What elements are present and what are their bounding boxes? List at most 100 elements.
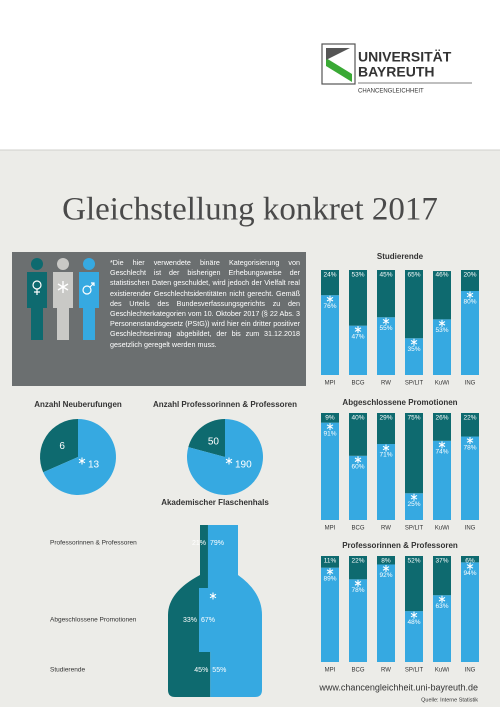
bar-segment — [405, 556, 423, 612]
data-label: 6% — [465, 558, 475, 565]
pie-slice — [43, 419, 116, 495]
bottle — [168, 525, 262, 697]
bar-segment — [377, 564, 395, 662]
data-label: 45% — [379, 272, 392, 279]
asterisk — [326, 295, 334, 303]
bar-segment — [349, 413, 367, 456]
data-label: 25% — [407, 501, 420, 508]
x-tick-label: KuWi — [435, 668, 449, 674]
data-label: 94% — [463, 570, 476, 577]
page-title: Gleichstellung konkret 2017 — [62, 192, 438, 228]
data-label: 50 — [208, 437, 220, 448]
asterisk — [410, 611, 418, 619]
data-label: 65% — [407, 272, 420, 279]
x-tick-label: MPI — [325, 526, 336, 532]
data-label: 45% — [194, 667, 208, 674]
asterisk — [382, 564, 390, 572]
data-label: 8% — [381, 558, 391, 565]
data-label: 6 — [59, 441, 65, 452]
x-tick-label: KuWi — [435, 526, 449, 532]
pie-slice — [187, 419, 264, 495]
asterisk — [209, 592, 217, 600]
bar-segment — [349, 325, 367, 375]
bar-segment — [433, 271, 451, 320]
bar-segment — [321, 270, 339, 296]
bar-segment — [377, 444, 395, 520]
footer-url: www.chancengleichheit.uni-bayreuth.de — [318, 682, 478, 692]
bar-segment — [461, 291, 479, 375]
bar-segment — [321, 413, 339, 423]
data-label: 24% — [323, 272, 336, 279]
data-label: 40% — [351, 415, 364, 422]
data-label: 75% — [407, 415, 420, 422]
bar-segment — [461, 270, 479, 291]
bottle-segment — [168, 588, 200, 652]
data-label: 53% — [351, 272, 364, 279]
asterisk — [410, 338, 418, 346]
bar-segment — [405, 338, 423, 375]
data-label: 48% — [407, 619, 420, 626]
data-label: 20% — [463, 272, 476, 279]
asterisk — [410, 493, 418, 501]
bottle-segment — [199, 588, 262, 652]
bar-segment — [461, 556, 479, 563]
bar-segment — [349, 579, 367, 662]
bar-segment — [321, 295, 339, 375]
bar-segment — [405, 493, 423, 520]
bar-segment — [461, 562, 479, 662]
pie-slice — [188, 419, 225, 457]
asterisk — [466, 562, 474, 570]
data-label: 53% — [435, 327, 448, 334]
chart-title: Anzahl Neuberufungen — [34, 400, 122, 409]
x-tick-label: BCG — [351, 526, 364, 532]
chart-title: Abgeschlossene Promotionen — [342, 398, 457, 407]
bar-segment — [405, 270, 423, 339]
x-tick-label: ING — [465, 526, 476, 532]
data-label: 47% — [351, 333, 364, 340]
data-label: 13 — [88, 460, 100, 471]
data-label: 71% — [379, 452, 392, 459]
data-label: 11% — [324, 558, 337, 565]
bar-segment — [321, 567, 339, 662]
bar-segment — [349, 270, 367, 326]
note-text: *Die hier verwendete binäre Kategorisier… — [110, 258, 300, 349]
bottle-segment — [210, 652, 262, 697]
footer-source: Quelle: Interne Statistik — [421, 697, 478, 703]
university-name: BAYREUTH — [358, 64, 435, 80]
university-name: UNIVERSITÄT — [358, 49, 452, 65]
data-label: 33% — [183, 617, 197, 624]
data-label: 55% — [379, 325, 392, 332]
asterisk — [354, 326, 362, 334]
data-label: 190 — [235, 460, 252, 471]
asterisk — [354, 456, 362, 464]
x-tick-label: SP/LIT — [405, 526, 424, 532]
asterisk — [326, 568, 334, 576]
row-label: Abgeschlossene Promotionen — [50, 617, 137, 624]
x-tick-label: MPI — [325, 668, 336, 674]
asterisk — [382, 317, 390, 325]
pie-slice — [39, 419, 78, 473]
x-tick-label: MPI — [325, 381, 336, 387]
bar-segment — [349, 556, 367, 580]
bar-segment — [321, 422, 339, 520]
bar-segment — [349, 455, 367, 520]
data-label: 79% — [210, 540, 224, 547]
data-label: 92% — [379, 572, 392, 579]
data-label: 91% — [323, 430, 336, 437]
bar-segment — [433, 440, 451, 520]
data-label: 21% — [192, 540, 206, 547]
data-label: 22% — [463, 415, 476, 422]
bar-segment — [433, 556, 451, 596]
data-label: 52% — [407, 558, 420, 565]
bar-segment — [433, 413, 451, 441]
bar-segment — [377, 413, 395, 445]
bar-segment — [461, 413, 479, 437]
x-tick-label: ING — [465, 668, 476, 674]
asterisk — [466, 291, 474, 299]
x-tick-label: BCG — [351, 381, 364, 387]
data-label: 78% — [351, 587, 364, 594]
row-label: Studierende — [50, 667, 85, 674]
data-label: 60% — [351, 464, 364, 471]
bar-segment — [405, 413, 423, 494]
